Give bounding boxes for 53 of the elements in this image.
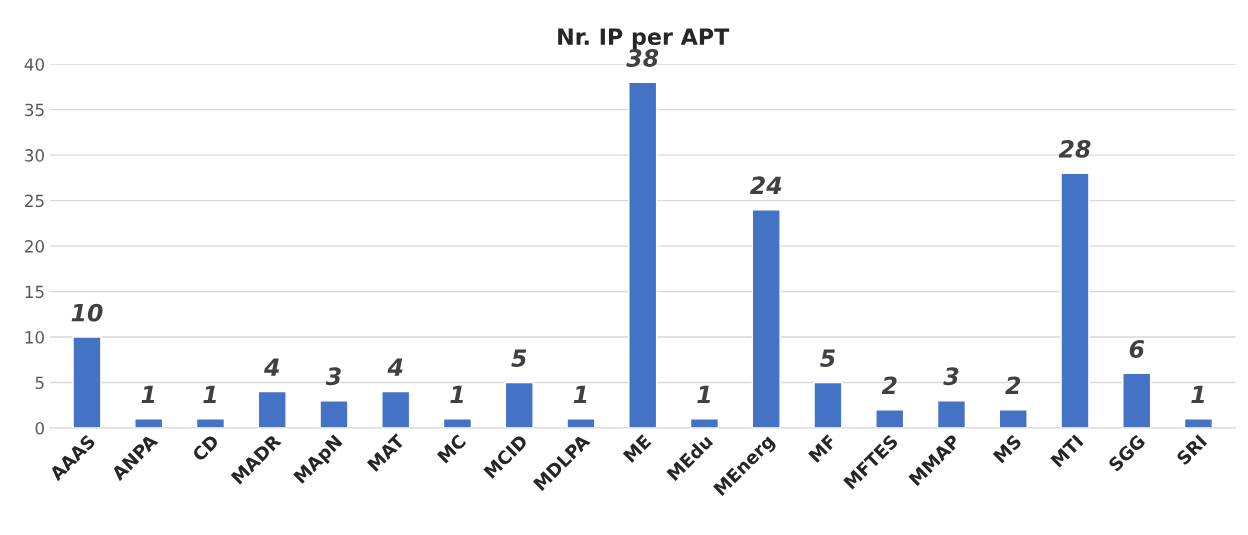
data-label: 2 xyxy=(881,376,897,394)
y-tick-label: 35 xyxy=(25,103,44,117)
x-tick-label: MF xyxy=(808,434,837,463)
data-label: 1 xyxy=(697,385,710,404)
x-tick-label: CD xyxy=(191,433,220,463)
y-tick-label: 5 xyxy=(35,376,44,390)
data-label: 1 xyxy=(450,385,463,404)
chart-title: Nr. IP per APT xyxy=(558,28,730,50)
x-tick-label: ME xyxy=(622,434,652,463)
data-label: 38 xyxy=(626,49,659,67)
y-tick-label: 15 xyxy=(25,285,44,299)
bar xyxy=(504,381,534,428)
bar xyxy=(381,390,411,428)
bar xyxy=(195,418,226,428)
x-tick-label: MC xyxy=(436,433,467,464)
data-label: 2 xyxy=(1005,376,1021,394)
data-label: 24 xyxy=(749,176,782,194)
bar xyxy=(689,418,720,428)
data-label: 6 xyxy=(1129,340,1145,358)
bar xyxy=(257,390,287,428)
bar xyxy=(319,400,349,428)
bar xyxy=(875,409,905,428)
data-label: 4 xyxy=(387,358,403,376)
y-tick-label: 25 xyxy=(25,194,44,208)
data-label: 3 xyxy=(325,367,341,386)
bar xyxy=(1060,172,1090,428)
data-label: 1 xyxy=(203,385,216,404)
bar xyxy=(998,409,1028,428)
bar xyxy=(1122,372,1152,428)
bar xyxy=(134,418,164,428)
bar xyxy=(936,400,967,428)
data-label: 1 xyxy=(1191,385,1204,404)
y-tick-label: 10 xyxy=(25,331,44,344)
bar xyxy=(442,418,473,428)
bar xyxy=(813,381,843,428)
y-tick-label: 0 xyxy=(35,421,44,435)
y-tick-label: 40 xyxy=(24,58,44,71)
y-tick-label: 20 xyxy=(25,240,44,253)
bar xyxy=(1183,418,1214,428)
bar xyxy=(751,209,781,428)
data-label: 1 xyxy=(141,385,155,404)
data-label: 4 xyxy=(263,358,279,376)
data-label: 10 xyxy=(71,303,103,322)
bar xyxy=(72,336,102,428)
data-label: 3 xyxy=(943,367,959,386)
bar xyxy=(628,81,658,428)
data-label: 1 xyxy=(573,385,587,404)
data-label: 5 xyxy=(820,349,835,368)
bar xyxy=(566,418,596,428)
data-label: 28 xyxy=(1058,139,1091,158)
x-tick-label: MS xyxy=(992,434,1023,464)
data-label: 5 xyxy=(511,349,527,368)
y-tick-label: 30 xyxy=(25,149,44,162)
